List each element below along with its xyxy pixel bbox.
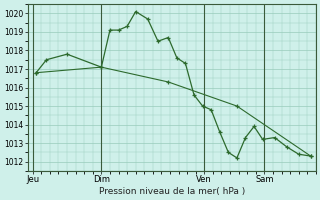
X-axis label: Pression niveau de la mer( hPa ): Pression niveau de la mer( hPa )	[99, 187, 245, 196]
